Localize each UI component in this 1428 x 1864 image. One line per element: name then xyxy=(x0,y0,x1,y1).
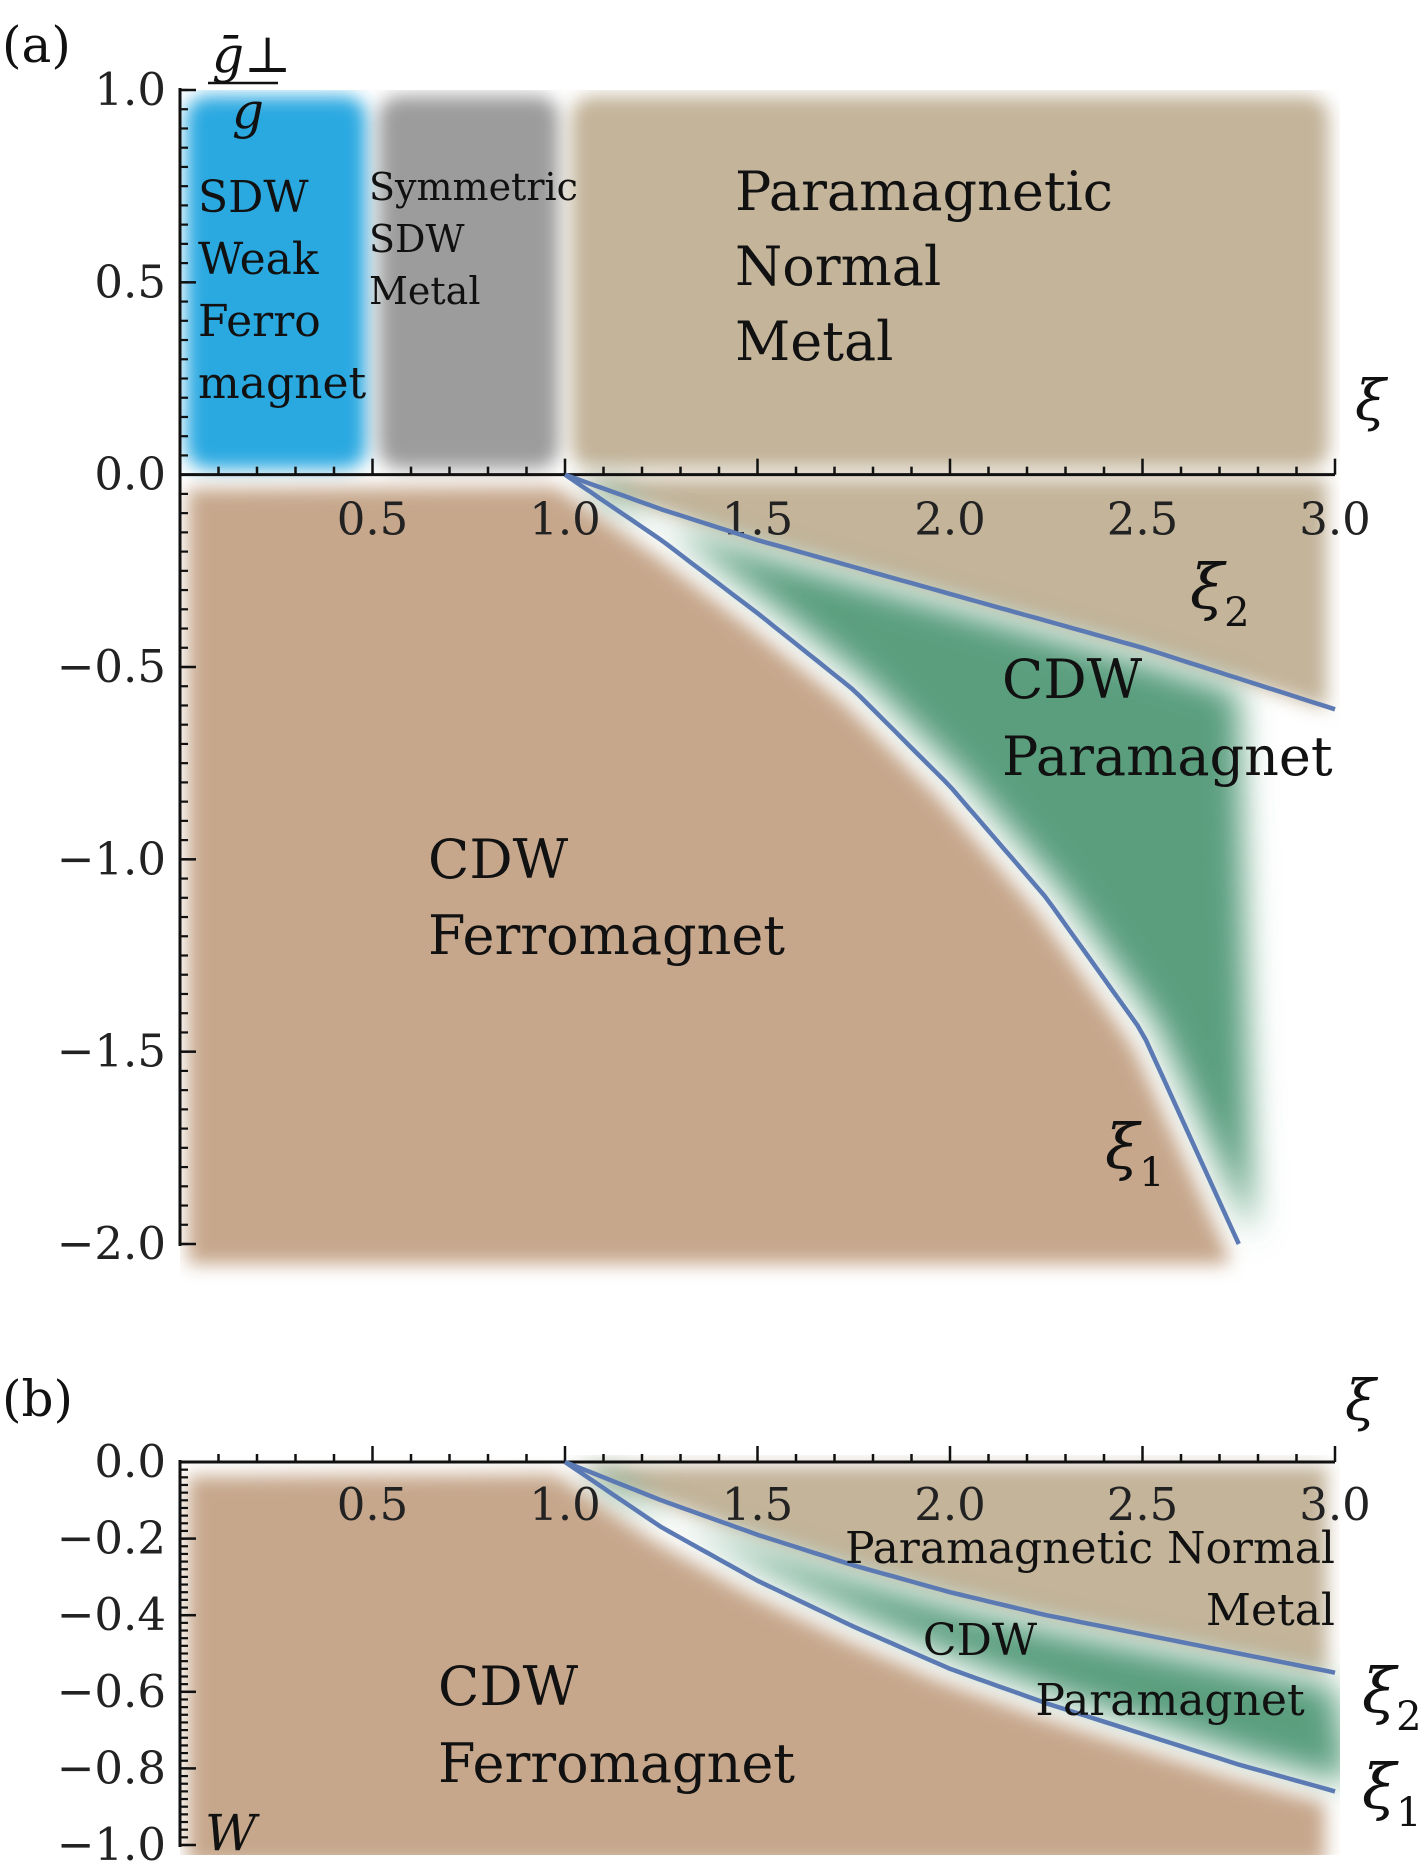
panel-b-chart: 0.5 1.0 1.5 2.0 2.5 3.0 0.0 −0.2 −0.4 −0.6 −0.8 −1.… xyxy=(57,1369,1422,1864)
b-x-tick-label-2: 1.5 xyxy=(722,1478,794,1531)
b-y-tick-label-5: −1.0 xyxy=(57,1818,166,1864)
b-series-label-xi1: ξ1 xyxy=(1362,1750,1422,1836)
b-y-tick-label-0: 0.0 xyxy=(94,1435,166,1488)
panel-a-tag: (a) xyxy=(2,16,71,74)
b-x-tick-label-4: 2.5 xyxy=(1107,1478,1179,1531)
a-region-fill-sdw-weak-ferromagnet xyxy=(186,96,367,469)
a-region-label-sdw-weak-ferromagnet: SDW xyxy=(198,172,309,223)
a-y-tick-label-0: 1.0 xyxy=(94,63,166,116)
a-region-fill-paramagnetic-normal-metal xyxy=(571,96,1329,469)
b-region-label-paramagnetic-normal-metal: Metal xyxy=(1206,1585,1335,1636)
b-region-fill-paramagnetic-lower xyxy=(565,1464,1335,1675)
a-x-tick-label-2: 1.5 xyxy=(722,493,794,546)
a-region-label-sdw-weak-ferromagnet: Weak xyxy=(198,234,319,285)
a-y-axis-label-denominator: g xyxy=(232,82,264,140)
a-region-label-sdw-weak-ferromagnet: Ferro xyxy=(198,296,321,347)
b-region-label-paramagnetic-normal-metal: Paramagnetic Normal xyxy=(845,1523,1335,1574)
a-y-axis-label-numerator: ḡ⊥ xyxy=(212,26,291,84)
a-boundary-xi2 xyxy=(564,472,1336,712)
a-region-label-symmetric-sdw-metal: SDW xyxy=(369,217,465,261)
b-x-axis-label: ξ xyxy=(1345,1369,1379,1434)
a-series-label-xi2-sub: 2 xyxy=(1224,590,1249,636)
a-x-axis-label: ξ xyxy=(1355,369,1389,434)
a-x-tick-label-4: 2.5 xyxy=(1107,493,1179,546)
panel-a-chart: 0.5 1.0 1.5 2.0 2.5 3.0 1.0 0.5 0.0 −0.5 −1.0 −1.5 −… xyxy=(57,26,1389,1270)
b-x-tick-label-1: 1.0 xyxy=(529,1478,601,1531)
b-x-tick-label-0: 0.5 xyxy=(337,1478,409,1531)
a-region-label-cdw-paramagnet: Paramagnet xyxy=(1002,725,1333,788)
a-region-fill-symmetric-sdw-metal xyxy=(378,96,559,469)
b-series-label-xi2: ξ2 xyxy=(1362,1654,1422,1740)
b-region-label-cdw-ferromagnet: CDW xyxy=(438,1655,579,1718)
panel-b-tag: (b) xyxy=(2,1370,73,1428)
a-region-label-symmetric-sdw-metal: Metal xyxy=(369,269,480,313)
a-region-fill-cdw-paramagnet xyxy=(588,482,1253,1236)
a-region-label-cdw-paramagnet: CDW xyxy=(1002,648,1143,711)
b-region-label-cdw-ferromagnet: Ferromagnet xyxy=(438,1732,795,1795)
a-x-tick-label-3: 2.0 xyxy=(914,493,986,546)
a-y-tick-label-6: −2.0 xyxy=(57,1217,166,1270)
b-region-fill-cdw-paramagnet xyxy=(588,1469,1340,1781)
a-y-tick-label-3: −0.5 xyxy=(57,640,166,693)
panel-a-boundary-lines xyxy=(563,472,1336,1245)
a-region-label-sdw-weak-ferromagnet: magnet xyxy=(198,358,366,409)
b-region-fill-cdw-ferromagnet xyxy=(188,1474,1325,1855)
a-series-label-xi1: ξ1 xyxy=(1105,1110,1165,1196)
a-y-tick-label-1: 0.5 xyxy=(94,255,166,308)
a-region-label-paramagnetic-normal-metal: Normal xyxy=(735,235,941,298)
panel-b-boundary-lines xyxy=(563,1459,1336,1794)
a-y-tick-label-2: 0.0 xyxy=(94,448,166,501)
b-y-tick-label-2: −0.4 xyxy=(57,1588,166,1641)
b-boundary-xi1 xyxy=(563,1460,1336,1794)
b-x-tick-label-3: 2.0 xyxy=(914,1478,986,1531)
a-region-fill-cdw-ferromagnet xyxy=(188,486,1229,1264)
b-region-label-cdw-paramagnet: CDW xyxy=(923,1615,1038,1666)
b-region-label-cdw-paramagnet: Paramagnet xyxy=(1035,1675,1305,1726)
b-y-axis-label: W xyxy=(205,1804,260,1862)
a-region-label-symmetric-sdw-metal: Symmetric xyxy=(369,165,578,209)
a-region-label-paramagnetic-normal-metal: Paramagnetic xyxy=(735,160,1113,223)
b-y-tick-label-3: −0.6 xyxy=(57,1665,166,1718)
a-y-tick-label-4: −1.0 xyxy=(57,832,166,885)
b-series-label-xi1-sub: 1 xyxy=(1396,1790,1421,1836)
panel-a-axes: 0.5 1.0 1.5 2.0 2.5 3.0 1.0 0.5 0.0 −0.5 −1.0 −1.5 −… xyxy=(57,63,1371,1270)
b-series-label-xi2-sub: 2 xyxy=(1396,1694,1421,1740)
a-x-tick-label-5: 3.0 xyxy=(1299,493,1371,546)
panel-b-region-fills xyxy=(188,1464,1340,1855)
a-x-tick-label-0: 0.5 xyxy=(337,493,409,546)
panel-b-labels: CDW Ferromagnet CDW Paramagnet Paramagnetic … xyxy=(205,1369,1422,1862)
a-region-label-cdw-ferromagnet: CDW xyxy=(428,828,569,891)
a-boundary-xi1 xyxy=(563,472,1241,1245)
panel-a-labels: SDWWeakFerromagnetSymmetricSDWMetalParam… xyxy=(198,26,1389,1196)
a-region-label-paramagnetic-normal-metal: Metal xyxy=(735,310,893,373)
a-region-label-cdw-ferromagnet: Ferromagnet xyxy=(428,904,785,967)
b-x-tick-label-5: 3.0 xyxy=(1299,1478,1371,1531)
b-boundary-xi2 xyxy=(564,1459,1336,1675)
a-series-label-xi1-sub: 1 xyxy=(1139,1150,1164,1196)
a-x-tick-label-1: 1.0 xyxy=(529,493,601,546)
b-y-tick-label-4: −0.8 xyxy=(57,1741,166,1794)
panel-b-axes: 0.5 1.0 1.5 2.0 2.5 3.0 0.0 −0.2 −0.4 −0.6 −0.8 −1.… xyxy=(57,1435,1371,1864)
a-y-tick-label-5: −1.5 xyxy=(57,1025,166,1078)
b-y-tick-label-1: −0.2 xyxy=(57,1512,166,1565)
